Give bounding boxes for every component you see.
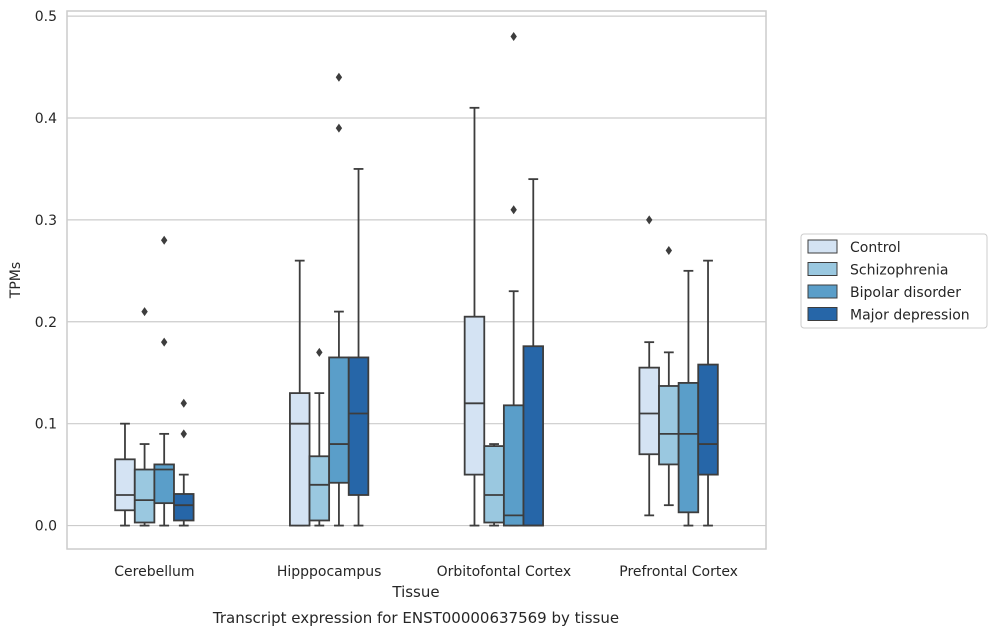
box-plot xyxy=(463,106,486,527)
y-tick-label: 0.1 xyxy=(35,417,57,433)
outlier-marker xyxy=(510,31,517,41)
outlier-marker xyxy=(665,245,673,255)
box-groups xyxy=(114,31,719,527)
legend-swatch xyxy=(807,307,838,321)
outlier-marker xyxy=(335,123,343,133)
series-bipolar-disorder xyxy=(153,31,700,527)
box-plot xyxy=(133,307,156,527)
y-tick-label: 0.3 xyxy=(35,213,57,229)
outlier-marker xyxy=(646,215,653,225)
box-plot xyxy=(328,72,350,527)
legend-swatch xyxy=(807,262,838,276)
box xyxy=(173,493,195,522)
legend: Control Schizophrenia Bipolar disorder Majo… xyxy=(800,233,988,329)
series-control xyxy=(114,106,660,527)
y-tick-labels: 0.0 0.1 0.2 0.3 0.4 0.5 xyxy=(35,9,57,534)
box-plot xyxy=(638,215,660,517)
box xyxy=(133,468,156,524)
outlier-marker xyxy=(141,307,148,317)
x-tick-label: Prefrontal Cortex xyxy=(619,564,738,580)
outlier-marker xyxy=(160,235,168,245)
box xyxy=(522,345,544,527)
outlier-marker xyxy=(316,347,323,357)
x-tick-labels: Cerebellum Hipppocampus Orbitofontal Corte… xyxy=(114,564,738,580)
box-plot xyxy=(522,178,544,527)
box xyxy=(153,463,175,505)
box xyxy=(502,404,525,527)
box xyxy=(463,315,486,476)
box-plot xyxy=(347,168,370,527)
x-tick-label: Cerebellum xyxy=(114,564,194,580)
box xyxy=(347,356,370,496)
box xyxy=(308,455,331,522)
legend-swatch xyxy=(807,239,838,254)
box xyxy=(328,356,350,484)
legend-label: Control xyxy=(850,240,901,256)
outlier-marker xyxy=(160,337,168,347)
x-axis-label: Tissue xyxy=(391,583,439,601)
x-tick-label: Hipppocampus xyxy=(277,564,382,580)
legend-swatch xyxy=(807,284,838,299)
plot-frame xyxy=(66,10,767,550)
y-tick-label: 0.2 xyxy=(35,315,57,331)
outlier-marker xyxy=(335,72,343,82)
box-plot xyxy=(114,422,136,527)
chart-title: Transcript expression for ENST0000063756… xyxy=(212,609,619,627)
box-plot xyxy=(173,398,195,527)
box xyxy=(114,458,136,512)
y-axis-label: TPMs xyxy=(8,262,24,299)
box-plot xyxy=(308,347,331,527)
outlier-marker xyxy=(180,429,187,439)
box xyxy=(658,385,680,466)
y-tick-label: 0.4 xyxy=(35,111,57,127)
y-tick-label: 0.5 xyxy=(35,9,57,25)
legend-label: Major depression xyxy=(850,308,970,324)
box-plot xyxy=(289,259,311,527)
box-plot xyxy=(153,235,175,527)
outlier-marker xyxy=(510,205,517,215)
box xyxy=(638,366,660,456)
box xyxy=(677,382,700,514)
box xyxy=(483,445,505,524)
legend-label: Bipolar disorder xyxy=(850,285,961,301)
x-tick-label: Orbitofontal Cortex xyxy=(437,564,572,580)
outlier-marker xyxy=(180,398,187,408)
series-major-depression xyxy=(173,168,719,527)
box xyxy=(697,363,719,476)
box-plot xyxy=(697,259,719,527)
y-tick-label: 0.0 xyxy=(35,519,57,535)
legend-frame xyxy=(800,233,988,329)
box-plot xyxy=(483,443,505,527)
legend-label: Schizophrenia xyxy=(850,263,948,279)
box xyxy=(289,392,311,527)
